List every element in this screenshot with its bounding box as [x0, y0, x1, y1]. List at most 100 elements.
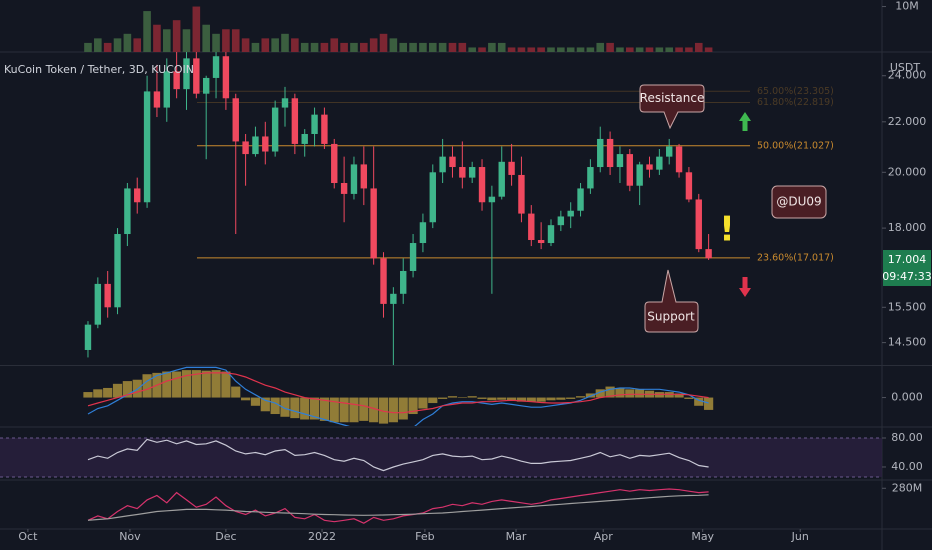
candle-body	[646, 164, 653, 170]
macd-line	[87, 366, 709, 426]
volume-bar	[458, 42, 467, 52]
macd-histogram-bar	[349, 397, 359, 423]
candle-body	[528, 213, 535, 241]
volume-bar	[94, 38, 102, 52]
candle-body	[281, 98, 289, 108]
macd-histogram-bar	[122, 381, 132, 398]
candle-body	[84, 324, 92, 350]
macd-histogram-bar	[438, 397, 448, 399]
candle-body	[508, 161, 515, 175]
macd-histogram-bar	[575, 396, 586, 398]
y-tick-label: 18.000	[888, 221, 927, 234]
macd-histogram-bar	[595, 389, 605, 398]
volume-bar	[202, 24, 210, 52]
candle-body	[350, 164, 358, 194]
volume-bar	[468, 47, 476, 52]
candle-body	[597, 138, 604, 168]
volume-bar	[123, 33, 132, 52]
candle-body	[636, 164, 643, 186]
macd-histogram-bar	[93, 389, 103, 398]
macd-histogram-bar	[378, 397, 389, 424]
macd-histogram-bar	[280, 397, 290, 417]
macd-histogram-bar	[231, 386, 241, 398]
macd-histogram-bar	[388, 397, 398, 423]
volume-bar	[330, 38, 339, 52]
y-tick-label: 80.00	[891, 431, 923, 444]
volume-bar	[340, 42, 348, 52]
macd-histogram-bar	[172, 371, 182, 398]
volume-bar	[310, 42, 319, 52]
candle-body	[409, 243, 417, 271]
volume-bar	[409, 42, 417, 52]
volume-bar	[635, 47, 644, 52]
volume-bar	[143, 11, 151, 53]
candle-body	[222, 56, 230, 99]
candle-body	[606, 138, 614, 168]
y-tick-label: 15.500	[888, 300, 927, 313]
candle-body	[340, 182, 348, 194]
volume-bar	[222, 29, 230, 52]
volume-axis: 10M	[882, 0, 919, 13]
volume-bar	[133, 38, 142, 52]
volume-bar	[172, 20, 181, 52]
macd-histogram-bar	[408, 397, 418, 415]
indicator-line	[87, 488, 709, 524]
candle-body	[587, 167, 594, 189]
volume-bar	[428, 42, 437, 52]
fib-label: 65.00%(23.305)	[757, 86, 834, 97]
fib-label: 50.00%(21.027)	[757, 140, 834, 151]
macd-histogram-bar	[398, 397, 408, 420]
volume-bar	[537, 47, 545, 52]
volume-bar	[291, 38, 299, 52]
macd-histogram-bar	[369, 397, 379, 423]
volume-bar	[241, 38, 250, 52]
indicator-line	[87, 494, 709, 521]
y-tick-label: 280M	[892, 481, 923, 494]
candle-body	[173, 71, 180, 90]
rsi	[87, 438, 709, 472]
candle-body	[202, 77, 210, 94]
warning-mark: !	[719, 210, 735, 250]
volume-bar	[389, 38, 398, 52]
rsi-line	[87, 438, 709, 472]
candle-body	[104, 283, 111, 308]
candle-body	[557, 216, 565, 226]
macd-histogram-bar	[536, 397, 546, 402]
candle-body	[616, 154, 624, 168]
macd-histogram-bar	[516, 397, 527, 402]
macd-histogram-bar	[142, 374, 152, 398]
macd-histogram-bar	[674, 393, 684, 398]
volume-bar	[300, 42, 309, 52]
candle-body	[311, 114, 318, 134]
marks: 24.000 22.000 20.000 18.000 15.500 14.500 Oct N…	[18, 0, 926, 543]
macd-histogram-bar	[556, 397, 566, 400]
volume-bar	[379, 33, 388, 52]
volume-bar	[517, 47, 526, 52]
macd-axis: 0.000	[882, 391, 923, 404]
volume-bar	[281, 33, 289, 52]
volume-bar	[488, 42, 496, 52]
volume-bar	[369, 38, 378, 52]
candle-body	[163, 71, 170, 108]
candle-body	[695, 199, 702, 250]
author-note: @DU09	[771, 185, 827, 219]
candle-body	[518, 174, 525, 214]
candle-body	[331, 143, 338, 183]
candle-body	[626, 154, 634, 186]
macd-histogram-bar	[684, 397, 694, 399]
candles	[84, 52, 712, 365]
macd-histogram-bar	[585, 393, 595, 398]
volume-bar	[251, 42, 260, 52]
macd-histogram-bar	[506, 397, 517, 401]
candle-body	[321, 114, 328, 144]
candle-body	[134, 188, 141, 203]
resistance-note: Resistance	[639, 84, 705, 130]
volume-bar	[448, 42, 457, 52]
note-text: @DU09	[776, 195, 821, 209]
volume-bar	[586, 47, 595, 52]
candle-body	[429, 172, 436, 223]
candle-body	[537, 240, 545, 244]
volume-bar	[675, 47, 683, 52]
macd-histogram-bar	[103, 387, 113, 398]
